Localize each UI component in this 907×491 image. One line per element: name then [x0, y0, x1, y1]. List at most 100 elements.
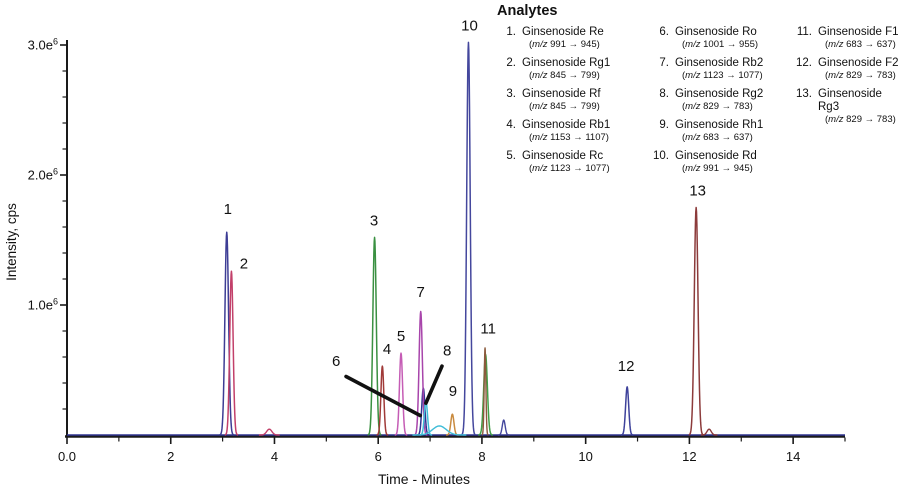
x-tick-label: 2	[167, 449, 174, 464]
legend-item-2: 2. Ginsenoside Rg1 (m/z 845 → 799)	[497, 57, 650, 82]
legend-item-12: 12. Ginsenoside F2 (m/z 829 → 783)	[793, 57, 905, 82]
x-tick-label: 10	[578, 449, 592, 464]
legend-item-10: 10. Ginsenoside Rd (m/z 991 → 945)	[650, 150, 793, 175]
legend-item-3: 3. Ginsenoside Rf (m/z 845 → 799)	[497, 88, 650, 113]
minor-feature-trace-4	[497, 419, 510, 436]
legend-item-transition: (m/z 829 → 783)	[682, 101, 753, 112]
legend-item-name: Ginsenoside F2	[818, 57, 899, 69]
legend-item-transition: (m/z 845 → 799)	[529, 101, 600, 112]
peak-label-6: 6	[332, 353, 340, 370]
legend-item-name: Ginsenoside Rd	[675, 150, 757, 162]
legend-item-number: 7.	[659, 57, 669, 69]
legend-columns: 1. Ginsenoside Re (m/z 991 → 945) 2. Ginseno…	[497, 26, 905, 181]
legend-item-number: 9.	[659, 119, 669, 131]
legend-title: Analytes	[497, 3, 558, 19]
x-tick-label: 6	[375, 449, 382, 464]
legend-item-number: 13.	[796, 88, 812, 100]
legend-item-number: 3.	[506, 88, 516, 100]
minor-feature-trace-5	[700, 428, 718, 436]
legend-item-name: Ginsenoside Rb2	[675, 57, 764, 69]
legend-column-3: 11. Ginsenoside F1 (m/z 683 → 637) 12. Ginse…	[793, 26, 905, 132]
legend-item-name: Ginsenoside Rc	[522, 150, 604, 162]
peak-label-5: 5	[397, 328, 405, 345]
peak-label-4: 4	[383, 341, 391, 358]
peak-label-7: 7	[417, 284, 425, 301]
legend-item-number: 6.	[659, 26, 669, 38]
legend-item-number: 2.	[506, 57, 516, 69]
legend-item-number: 1.	[506, 26, 516, 38]
legend-item-transition: (m/z 991 → 945)	[682, 163, 753, 174]
peak-trace-9	[445, 413, 460, 436]
x-tick-label: 0.0	[58, 449, 76, 464]
peak-label-2: 2	[240, 255, 248, 272]
y-tick-label: 1.0e6	[28, 297, 58, 313]
legend-item-name: Ginsenoside F1	[818, 26, 899, 38]
legend-item-transition: (m/z 1123 → 1077)	[529, 163, 610, 174]
y-axis-title: Intensity, cps	[4, 203, 19, 281]
legend-item-name: Ginsenoside Re	[522, 26, 604, 38]
peak-label-3: 3	[370, 213, 378, 230]
legend-item-transition: (m/z 845 → 799)	[529, 70, 600, 81]
legend-item-transition: (m/z 1123 → 1077)	[682, 70, 763, 81]
analytes-legend: Analytes 1. Ginsenoside Re (m/z 991 → 945)…	[497, 3, 905, 181]
legend-item-transition: (m/z 1153 → 1107)	[529, 132, 609, 143]
peak-label-11: 11	[480, 320, 496, 337]
legend-item-number: 10.	[653, 150, 669, 162]
leader-line-peak-6	[344, 374, 423, 418]
peak-trace-10	[461, 41, 476, 436]
peak-label-10: 10	[461, 18, 478, 35]
peak-label-8: 8	[443, 343, 451, 360]
x-tick-label: 8	[478, 449, 485, 464]
x-tick-label: 14	[786, 449, 800, 464]
x-tick-label: 12	[682, 449, 696, 464]
legend-item-6: 6. Ginsenoside Ro (m/z 1001 → 955)	[650, 26, 793, 51]
legend-item-number: 12.	[796, 57, 812, 69]
leader-line-peak-8	[424, 364, 444, 405]
peak-trace-3	[367, 236, 382, 436]
x-tick-label: 4	[271, 449, 278, 464]
peak-trace-7	[413, 310, 428, 436]
legend-item-name: Ginsenoside Rg1	[522, 57, 611, 69]
peak-trace-1	[219, 231, 235, 436]
legend-item-number: 8.	[659, 88, 669, 100]
peak-label-9: 9	[449, 383, 457, 400]
legend-item-transition: (m/z 1001 → 955)	[682, 39, 759, 50]
legend-item-1: 1. Ginsenoside Re (m/z 991 → 945)	[497, 26, 650, 51]
y-tick-label: 3.0e6	[28, 37, 58, 53]
legend-column-2: 6. Ginsenoside Ro (m/z 1001 → 955) 7. Ginsen…	[650, 26, 793, 181]
peak-trace-5	[394, 352, 408, 436]
minor-feature-trace-1	[258, 428, 280, 436]
legend-item-number: 5.	[506, 150, 516, 162]
minor-feature-trace-3	[481, 347, 489, 436]
legend-item-transition: (m/z 829 → 783)	[825, 114, 896, 125]
legend-item-5: 5. Ginsenoside Rc (m/z 1123 → 1077)	[497, 150, 650, 175]
peak-label-13: 13	[689, 183, 706, 200]
minor-feature-trace-2	[412, 425, 467, 436]
peak-label-1: 1	[224, 201, 232, 218]
legend-item-7: 7. Ginsenoside Rb2 (m/z 1123 → 1077)	[650, 57, 793, 82]
legend-item-11: 11. Ginsenoside F1 (m/z 683 → 637)	[793, 26, 905, 51]
legend-column-1: 1. Ginsenoside Re (m/z 991 → 945) 2. Ginseno…	[497, 26, 650, 181]
legend-item-13: 13. Ginsenoside Rg3 (m/z 829 → 783)	[793, 88, 905, 126]
legend-item-transition: (m/z 683 → 637)	[825, 39, 896, 50]
legend-item-name: Ginsenoside Rb1	[522, 119, 611, 131]
legend-item-name: Ginsenoside Ro	[675, 26, 757, 38]
legend-item-name: Ginsenoside Rg2	[675, 88, 764, 100]
legend-item-4: 4. Ginsenoside Rb1 (m/z 1153 → 1107)	[497, 119, 650, 144]
legend-item-number: 11.	[796, 26, 812, 38]
peak-trace-4	[376, 365, 389, 436]
legend-item-8: 8. Ginsenoside Rg2 (m/z 829 → 783)	[650, 88, 793, 113]
legend-item-name: Ginsenoside Rf	[522, 88, 601, 100]
legend-item-name: Ginsenoside Rh1	[675, 119, 764, 131]
legend-item-name: Ginsenoside Rg3	[818, 88, 882, 113]
legend-item-transition: (m/z 991 → 945)	[529, 39, 600, 50]
x-axis-title: Time - Minutes	[378, 471, 470, 487]
legend-item-transition: (m/z 683 → 637)	[682, 132, 753, 143]
legend-item-transition: (m/z 829 → 783)	[825, 70, 896, 81]
peak-trace-12	[620, 386, 634, 436]
legend-item-number: 4.	[506, 119, 516, 131]
peak-trace-2	[224, 270, 239, 436]
y-tick-label: 2.0e6	[28, 167, 58, 183]
